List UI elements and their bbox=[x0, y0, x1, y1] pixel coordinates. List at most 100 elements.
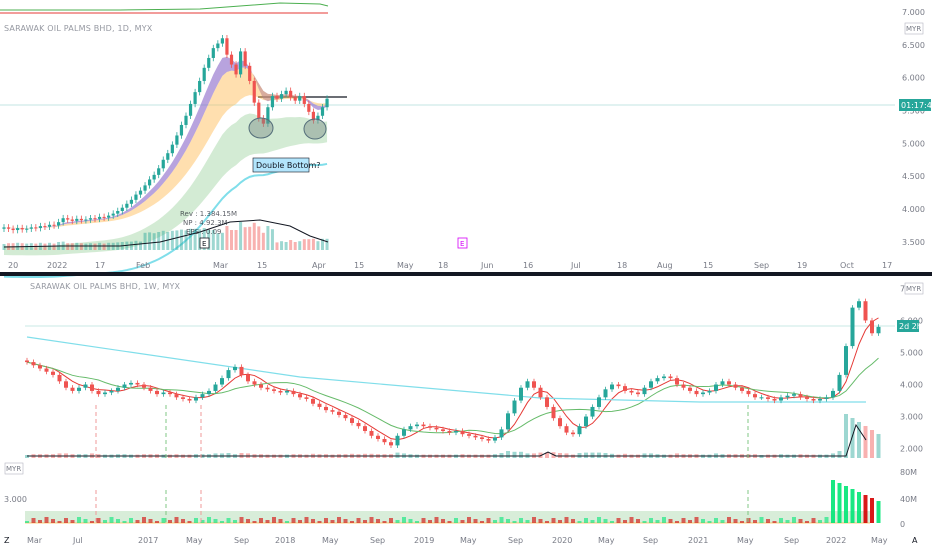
earnings-marker-label: E bbox=[460, 240, 464, 248]
candle-body bbox=[233, 366, 237, 371]
candle-body bbox=[441, 429, 445, 431]
candle-body bbox=[779, 397, 783, 401]
top-mini-indicator bbox=[0, 2, 329, 14]
candle-body bbox=[194, 397, 198, 401]
candle-body bbox=[102, 216, 106, 218]
indicator-bar bbox=[740, 521, 744, 523]
candle-body bbox=[590, 406, 595, 417]
indicator-bar bbox=[655, 520, 660, 523]
indicator-bar bbox=[239, 517, 244, 523]
volume-bar bbox=[870, 430, 874, 458]
earnings-marker-1[interactable]: E bbox=[199, 237, 210, 249]
volume-bar bbox=[284, 242, 288, 250]
candle-body bbox=[285, 390, 289, 393]
candle-body bbox=[116, 210, 120, 214]
candle-body bbox=[298, 394, 302, 398]
candle-body bbox=[174, 394, 179, 398]
candle-body bbox=[811, 398, 816, 401]
candle-body bbox=[248, 65, 252, 81]
indicator-bar bbox=[733, 519, 738, 523]
x-tick-label: May bbox=[397, 261, 414, 270]
earnings-marker-2[interactable]: E bbox=[457, 237, 468, 249]
volume-bar bbox=[79, 243, 83, 250]
indicator-bar bbox=[545, 521, 549, 523]
candle-body bbox=[66, 218, 70, 220]
volume-bar bbox=[179, 229, 183, 250]
indicator-bar bbox=[278, 519, 283, 523]
indicator-bar bbox=[779, 518, 783, 523]
volume-bar bbox=[307, 239, 311, 250]
volume-bar bbox=[216, 233, 220, 250]
candle-body bbox=[395, 435, 400, 446]
indicator-bar bbox=[863, 495, 868, 523]
candle-body bbox=[876, 326, 881, 334]
indicator-bar bbox=[116, 519, 120, 523]
candle-body bbox=[486, 438, 491, 441]
candle-body bbox=[6, 227, 11, 229]
candle-body bbox=[179, 124, 184, 136]
volume-bar bbox=[230, 230, 233, 250]
candle-body bbox=[369, 430, 374, 436]
indicator-bar bbox=[460, 520, 465, 523]
candle-body bbox=[293, 97, 297, 101]
candle-body bbox=[252, 80, 256, 103]
candle-body bbox=[792, 394, 796, 396]
indicator-bar bbox=[181, 519, 185, 523]
top-pane: SARAWAK OIL PALMS BHD, 1D, MYX Double Bo… bbox=[0, 2, 931, 279]
candle-body bbox=[77, 387, 81, 391]
volume-bar bbox=[298, 241, 302, 250]
auto-scale-icon[interactable]: A bbox=[912, 536, 918, 545]
candle-body bbox=[284, 90, 288, 95]
volume-tick-label: 0 bbox=[900, 520, 905, 529]
candle-body bbox=[753, 394, 757, 398]
candle-body bbox=[213, 384, 218, 391]
candle-body bbox=[257, 102, 261, 119]
indicator-bar bbox=[129, 518, 133, 523]
candle-body bbox=[275, 96, 279, 99]
candle-body bbox=[316, 115, 320, 121]
candle-body bbox=[38, 226, 42, 229]
candle-body bbox=[198, 80, 202, 93]
volume-bar bbox=[93, 243, 97, 250]
indicator-bar bbox=[168, 520, 172, 523]
indicator-bar bbox=[64, 518, 68, 523]
currency-badge-top[interactable] bbox=[904, 22, 924, 35]
candle-body bbox=[207, 390, 211, 395]
indicator-bar bbox=[155, 521, 159, 523]
indicator-bar bbox=[772, 521, 777, 523]
candle-body bbox=[20, 228, 24, 230]
indicator-bar bbox=[766, 519, 770, 523]
candle-body bbox=[181, 397, 185, 399]
indicator-bar bbox=[831, 480, 835, 523]
ema-ribbon-green bbox=[4, 113, 328, 256]
x-tick-label: Jul bbox=[72, 536, 83, 545]
candle-body bbox=[272, 389, 276, 391]
currency-badge-bottom[interactable] bbox=[904, 282, 924, 295]
candle-body bbox=[844, 346, 848, 375]
candle-body bbox=[103, 392, 107, 395]
indicator-bar bbox=[246, 519, 250, 523]
candle-body bbox=[798, 394, 803, 398]
timezone-icon[interactable]: Z bbox=[4, 536, 10, 545]
candle-body bbox=[111, 213, 115, 216]
candle-body bbox=[675, 378, 679, 385]
indicator-bar bbox=[220, 521, 224, 523]
candle-body bbox=[343, 414, 348, 419]
pane-divider[interactable] bbox=[0, 272, 932, 276]
currency-badge-left[interactable] bbox=[4, 462, 24, 475]
double-bottom-annotation[interactable]: Double Bottom? bbox=[252, 157, 320, 173]
volume-bar bbox=[863, 426, 868, 458]
x-tick-label: Jun bbox=[480, 261, 494, 270]
volume-bar bbox=[395, 452, 400, 458]
volume-bar bbox=[293, 242, 297, 250]
indicator-bar bbox=[428, 520, 432, 523]
indicator-bar bbox=[421, 518, 426, 523]
indicator-bar bbox=[616, 518, 621, 523]
candle-body bbox=[428, 426, 432, 428]
candle-body bbox=[161, 159, 165, 169]
x-tick-label: Sep bbox=[643, 536, 658, 545]
indicator-bar bbox=[707, 521, 712, 523]
candle-body bbox=[243, 51, 247, 66]
candle-body bbox=[90, 384, 94, 391]
x-tick-label: Aug bbox=[657, 261, 673, 270]
